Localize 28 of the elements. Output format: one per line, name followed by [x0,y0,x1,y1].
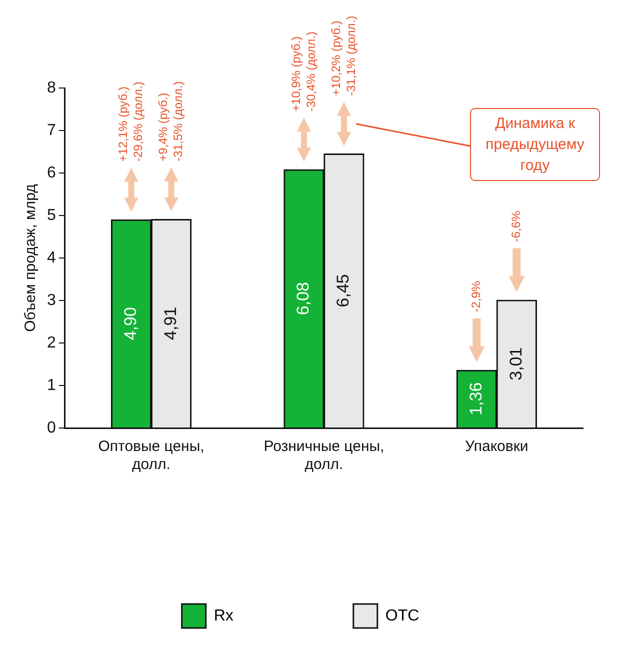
text: 4,91 [160,306,180,340]
annotation: +10,2% (руб.) -31,1% (долл.) [328,16,358,96]
annotation: Динамика к предыдущему году [470,108,600,181]
y-tick-label: 1 [46,376,56,394]
y-tick-label: 4 [46,249,56,266]
annotation: -2,9% [468,280,483,312]
annotation: +9,4% (руб.) -31,5% (долл.) [156,81,186,162]
annotation: +12,1% (руб.) -29,6% (долл.) [116,82,146,162]
text: 1,36 [466,382,486,416]
y-tick-label: 2 [46,334,56,352]
text: 3,01 [506,347,526,380]
legend-label: Rx [214,607,234,624]
annotation: -6,6% [508,210,523,242]
x-tick-label: Упаковки [464,438,528,456]
x-tick-label: Розничные цены, долл. [264,438,384,474]
y-tick-label: 7 [46,122,56,139]
y-tick-label: 8 [46,79,56,96]
text: 6,08 [294,282,313,316]
annotation: +10,9% (руб.) -30,4% (долл.) [288,31,318,112]
legend-label: OTC [385,607,420,624]
text: 6,45 [334,274,353,308]
y-tick-label: 3 [46,292,56,309]
x-tick-label: Оптовые цены, долл. [98,438,204,474]
y-axis-title: Объем продаж, млрд [22,184,40,332]
y-tick-label: 5 [46,206,56,224]
y-tick-label: 6 [46,164,56,182]
y-tick-label: 0 [46,419,56,436]
text: 4,90 [120,307,140,340]
